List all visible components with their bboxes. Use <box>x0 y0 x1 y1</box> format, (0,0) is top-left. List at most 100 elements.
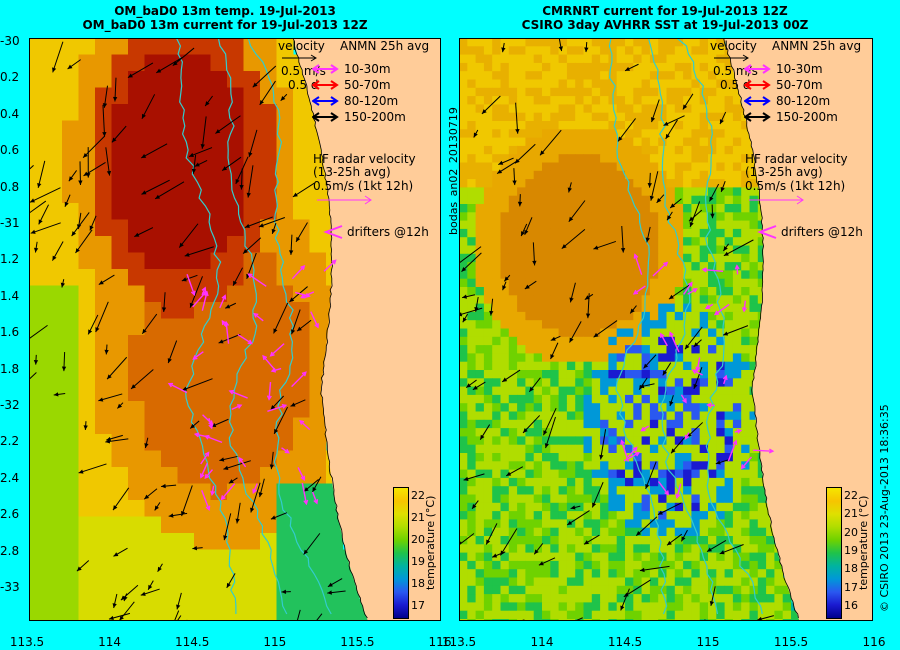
left-hf-label2: (13-25h avg) <box>313 165 391 179</box>
depth-legend-label: 80-120m <box>344 94 399 108</box>
y-tick-label: 1.2 <box>0 252 20 267</box>
left-velocity-arrow-icon <box>282 54 317 62</box>
left-hf-label1: HF radar velocity <box>313 152 416 166</box>
current-vectors <box>29 41 346 621</box>
right-colorbar-title: temperature (°C) <box>857 495 870 590</box>
x-tick-label: 116 <box>862 635 886 649</box>
y-tick-label: -30 <box>0 34 20 48</box>
left-map[interactable] <box>29 38 441 621</box>
left-map-canvas <box>29 38 441 621</box>
left-title-line1: OM_baD0 13m temp. 19-Jul-2013 <box>114 4 336 18</box>
shelf-contour <box>676 38 763 615</box>
depth-legend-label: 150-200m <box>344 110 406 124</box>
y-tick-label: 0.4 <box>0 106 20 121</box>
x-tick-label: 115.5 <box>773 635 809 649</box>
x-tick-label: 115.5 <box>340 635 375 649</box>
x-tick-label: 113.5 <box>9 635 45 649</box>
left-colorbar-title: temperature (°C) <box>424 495 437 590</box>
y-tick-label: 2.6 <box>0 507 20 522</box>
depth-legend-item: 10-30m <box>311 58 391 77</box>
left-days-label: 0.5 d <box>288 78 319 92</box>
colorbar-tick-label: 17 <box>844 580 858 594</box>
depth-arrow-icon <box>311 95 339 106</box>
colorbar-tick-label: 18 <box>411 577 425 590</box>
shelf-contour <box>247 38 332 615</box>
depth-legend-label: 10-30m <box>776 62 823 76</box>
colorbar-tick-label: 18 <box>844 562 858 576</box>
right-drifters-label: drifters @12h <box>781 225 863 239</box>
right-hf-label2: (13-25h avg) <box>745 165 823 179</box>
depth-arrow-icon <box>311 79 339 90</box>
right-hf-arrow-icon <box>749 195 804 205</box>
depth-arrow-icon <box>311 63 339 74</box>
right-title-line1: CMRNRT current for 19-Jul-2013 12Z <box>542 4 788 18</box>
right-side-label: bodas_an02_20130719 <box>447 107 460 235</box>
right-title: CMRNRT current for 19-Jul-2013 12Z CSIRO… <box>500 4 830 32</box>
left-title: OM_baD0 13m temp. 19-Jul-2013 OM_baD0 13… <box>60 4 390 32</box>
depth-legend-item: 80-120m <box>743 90 831 109</box>
colorbar-tick-label: 16 <box>844 599 858 612</box>
y-tick-label: 1.4 <box>0 288 20 303</box>
colorbar-tick-label: 21 <box>844 507 858 521</box>
left-hf-arrow-icon <box>317 195 372 205</box>
right-map[interactable] <box>459 38 873 621</box>
right-velocity-arrow-icon <box>714 54 749 62</box>
depth-legend-item: 10-30m <box>743 58 823 77</box>
depth-legend-item: 150-200m <box>743 106 838 125</box>
colorbar-tick-label: 20 <box>411 533 425 546</box>
shelf-contour <box>217 38 288 615</box>
depth-legend-label: 80-120m <box>776 94 831 108</box>
land-mass <box>724 38 873 621</box>
left-hf-label3: 0.5m/s (1kt 12h) <box>313 179 414 193</box>
land-mass <box>292 38 441 621</box>
shelf-contour <box>647 38 719 615</box>
colorbar-tick-label: 20 <box>844 525 858 539</box>
x-tick-label: 114.5 <box>607 635 643 649</box>
right-days-label: 0.5 d <box>720 78 751 92</box>
x-tick-label: 115 <box>696 635 720 649</box>
y-tick-label: 1.8 <box>0 361 20 376</box>
y-tick-label: 2.2 <box>0 434 20 449</box>
x-tick-label: 113.5 <box>441 635 477 649</box>
y-tick-label: 0.2 <box>0 70 20 85</box>
depth-legend-label: 150-200m <box>776 110 838 124</box>
coastline <box>723 38 799 619</box>
hf-radar-vectors <box>167 259 337 512</box>
depth-arrow-icon <box>311 111 339 122</box>
hf-radar-vectors <box>620 253 775 500</box>
depth-legend-item: 50-70m <box>743 74 823 93</box>
y-tick-label: 0.8 <box>0 179 20 194</box>
depth-legend-label: 50-70m <box>776 78 823 92</box>
left-drifters-label: drifters @12h <box>347 225 429 239</box>
sst-field <box>459 38 800 621</box>
x-tick-label: 114 <box>530 635 554 649</box>
y-tick-label: 2.8 <box>0 543 20 558</box>
depth-legend-label: 10-30m <box>344 62 391 76</box>
left-colorbar <box>393 487 409 619</box>
colorbar-tick-label: 22 <box>411 489 425 502</box>
coastline <box>292 38 368 619</box>
right-colorbar <box>826 487 842 619</box>
depth-legend-item: 50-70m <box>311 74 391 93</box>
right-drifter-icon <box>757 225 777 239</box>
depth-legend-item: 150-200m <box>311 106 406 125</box>
depth-arrow-icon <box>743 95 771 106</box>
shelf-contour <box>175 38 237 614</box>
left-velocity-label: velocity <box>278 39 325 53</box>
footer-copyright: © CSIRO 2013 23-Aug-2013 18:36:35 <box>878 404 891 612</box>
x-tick-label: 116 <box>428 635 452 649</box>
y-tick-label: 2.4 <box>0 470 20 485</box>
y-tick-label: -32 <box>0 398 20 412</box>
y-tick-label: 0.6 <box>0 143 20 158</box>
left-title-line2: OM_baD0 13m current for 19-Jul-2013 12Z <box>82 18 368 32</box>
colorbar-tick-label: 19 <box>411 555 425 568</box>
depth-arrow-icon <box>743 79 771 90</box>
colorbar-tick-label: 22 <box>844 489 858 502</box>
shelf-contour <box>608 38 668 615</box>
y-tick-label: -33 <box>0 580 20 594</box>
right-velocity-label: velocity <box>710 39 757 53</box>
right-hf-label3: 0.5m/s (1kt 12h) <box>745 179 846 193</box>
colorbar-tick-label: 19 <box>844 544 858 557</box>
right-title-line2: CSIRO 3day AVHRR SST at 19-Jul-2013 00Z <box>521 18 809 32</box>
depth-legend-label: 50-70m <box>344 78 391 92</box>
